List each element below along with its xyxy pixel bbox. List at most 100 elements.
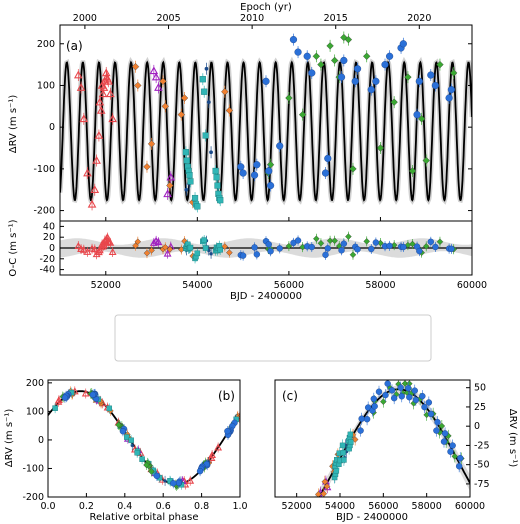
c-x-tick-label: 60000 bbox=[455, 501, 485, 512]
data-point-hires-pre bbox=[204, 66, 209, 71]
data-point-hrs bbox=[191, 194, 199, 202]
trend-point-hires-post bbox=[412, 396, 420, 404]
data-point-coralie bbox=[98, 89, 108, 98]
data-point-pfs bbox=[450, 69, 458, 77]
trend-point-coralie bbox=[290, 518, 296, 523]
data-point-hires-post bbox=[250, 171, 259, 179]
trend-point-mike bbox=[308, 515, 314, 521]
phase-point-hrs bbox=[139, 456, 145, 462]
residual-point-coralie bbox=[108, 247, 117, 255]
data-point-hires-post bbox=[237, 163, 245, 171]
trend-point-coralie bbox=[295, 519, 301, 524]
data-point-coralie bbox=[92, 155, 101, 164]
data-point-hrs bbox=[212, 167, 219, 175]
phase-point-hrs bbox=[128, 437, 134, 444]
panel-c-ylabel: ΔRV (m s⁻¹) bbox=[507, 409, 518, 468]
trend-point-hires-post bbox=[363, 415, 371, 423]
resid-tick-label: 40 bbox=[43, 221, 55, 232]
trend-point-pfs bbox=[438, 422, 446, 430]
phase-point-hires-post bbox=[224, 427, 231, 435]
residual-point-hires-post bbox=[448, 245, 455, 253]
panel-a-plot bbox=[60, 31, 472, 213]
data-point-mike bbox=[134, 81, 142, 90]
data-point-hires-post bbox=[276, 142, 284, 150]
data-point-pfs bbox=[436, 60, 444, 69]
panel-c: (c) ΔRV (m s⁻¹) BJD - 2400000 bbox=[282, 389, 518, 523]
panel-a-label: (a) bbox=[66, 39, 83, 53]
panel-a-top-axis-label: Epoch (yr) bbox=[240, 2, 292, 13]
data-point-pfs bbox=[376, 144, 385, 152]
y-tick-label: 0 bbox=[49, 122, 55, 133]
trend-point-hrs bbox=[341, 457, 347, 463]
trend-point-hires-post bbox=[421, 403, 428, 411]
residual-point-hires-post bbox=[427, 238, 434, 245]
data-point-coralie bbox=[94, 130, 104, 139]
data-point-mike bbox=[147, 140, 156, 148]
data-point-hires-post bbox=[386, 52, 394, 60]
data-point-hires-post bbox=[303, 52, 311, 60]
panel-a-residuals: O-C (m s⁻¹) BJD - 2400000 bbox=[8, 219, 302, 302]
x-tick-label: 60000 bbox=[457, 280, 487, 291]
data-point-coralie bbox=[96, 105, 106, 114]
trend-point-hires-post bbox=[441, 430, 449, 437]
phase-point-hires-post bbox=[119, 428, 127, 435]
panel-c-label: (c) bbox=[282, 389, 298, 403]
residual-point-coralie bbox=[79, 245, 88, 253]
residual-point-hires-post bbox=[416, 247, 423, 255]
data-point-coralie bbox=[83, 168, 92, 177]
data-point-hrs bbox=[194, 203, 201, 210]
data-point-hrs bbox=[187, 178, 194, 185]
residual-point-pfs bbox=[317, 240, 325, 247]
b-x-tick-label: 0.6 bbox=[156, 501, 171, 512]
phase-point-coralie bbox=[54, 397, 63, 405]
b-x-tick-label: 0.8 bbox=[194, 501, 209, 512]
data-point-hires-post bbox=[337, 73, 346, 81]
residuals-ylabel: O-C (m s⁻¹) bbox=[8, 219, 19, 276]
data-point-harps bbox=[166, 172, 176, 181]
top-tick-label: 2020 bbox=[407, 13, 431, 24]
data-point-hires-post bbox=[265, 167, 273, 175]
residual-point-hires-post bbox=[324, 245, 331, 252]
top-tick-label: 2015 bbox=[324, 13, 348, 24]
trend-point-mike bbox=[351, 436, 359, 443]
b-x-tick-label: 0.2 bbox=[79, 501, 94, 512]
residual-point-mike bbox=[166, 246, 174, 253]
residual-point-hires-post bbox=[251, 244, 258, 251]
data-point-pfs bbox=[285, 94, 293, 102]
c-y-tick-label: -50 bbox=[474, 460, 490, 471]
residuals-frame bbox=[59, 220, 473, 276]
data-point-hires-pre bbox=[206, 100, 211, 105]
trend-point-hires-post bbox=[371, 403, 378, 410]
y-tick-label: -200 bbox=[33, 206, 55, 217]
residual-point-hrs bbox=[194, 250, 201, 257]
trend-point-hires-post bbox=[449, 442, 456, 449]
trend-point-hires-post bbox=[434, 418, 441, 426]
residual-point-hires-post bbox=[294, 237, 302, 244]
phase-point-coralie bbox=[208, 450, 217, 459]
phase-point-pfs bbox=[143, 461, 150, 469]
data-point-hires-post bbox=[399, 40, 407, 48]
trend-point-harps bbox=[316, 501, 322, 506]
trend-point-hires-post bbox=[390, 394, 398, 402]
residual-point-hires-post bbox=[372, 239, 380, 246]
data-point-hires-post bbox=[351, 77, 359, 85]
residual-point-hires-post bbox=[432, 243, 439, 251]
trend-point-hrs bbox=[347, 431, 354, 438]
data-point-hires-post bbox=[253, 161, 261, 169]
residual-point-harps bbox=[154, 238, 163, 246]
phase-point-hires-post bbox=[89, 391, 97, 398]
b-x-tick-label: 0.0 bbox=[40, 501, 55, 512]
panel-b-frame bbox=[47, 379, 241, 498]
data-point-mike bbox=[225, 106, 234, 115]
residual-point-mike bbox=[134, 238, 142, 245]
trend-point-hires-post bbox=[375, 388, 383, 395]
residual-point-mike bbox=[221, 243, 229, 250]
residual-point-hrs bbox=[201, 237, 207, 243]
residual-point-hrs bbox=[202, 245, 209, 251]
phase-point-hrs bbox=[134, 449, 140, 456]
trend-point-hires-post bbox=[457, 454, 464, 462]
residual-point-hires-post bbox=[354, 246, 361, 253]
data-point-mike bbox=[166, 181, 174, 190]
trend-point-hires-post bbox=[357, 427, 364, 434]
residual-point-coralie bbox=[90, 245, 99, 253]
